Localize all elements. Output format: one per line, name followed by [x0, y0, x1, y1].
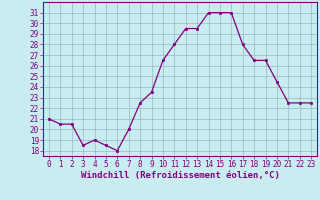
X-axis label: Windchill (Refroidissement éolien,°C): Windchill (Refroidissement éolien,°C) [81, 171, 279, 180]
